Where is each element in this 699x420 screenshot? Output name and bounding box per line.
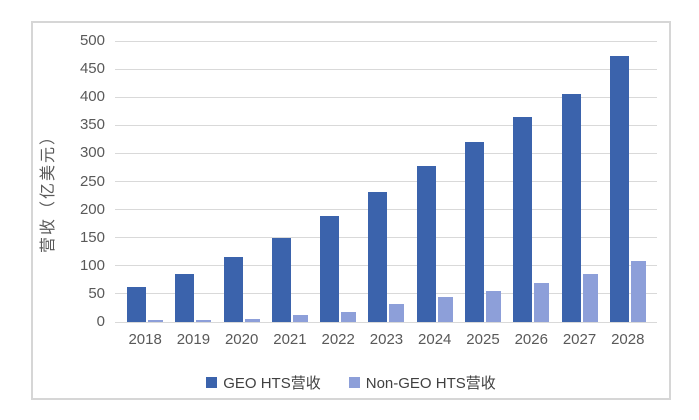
bar-2018-geo — [127, 287, 147, 322]
bar-2021-geo — [271, 237, 291, 322]
x-tick-label: 2018 — [128, 331, 162, 348]
y-tick-label: 250 — [79, 172, 105, 190]
bar-2022-nongeo — [341, 311, 357, 322]
bar-2025-geo — [464, 141, 484, 322]
bar-group-2023 — [362, 41, 410, 322]
bar-group-2024 — [411, 41, 459, 322]
x-axis-labels: 2018 2019 2020 2021 2022 2023 2024 2025 2026 2027… — [121, 331, 652, 348]
bar-group-2021 — [266, 41, 314, 322]
gridline — [115, 124, 657, 126]
y-tick-label: 400 — [79, 88, 105, 106]
legend: GEO HTS营收 Non-GEO HTS营收 — [31, 372, 671, 393]
bar-group-2020 — [218, 41, 266, 322]
geo-series-swatch-icon — [206, 377, 218, 388]
bar-group-2019 — [169, 41, 217, 322]
gridline — [115, 152, 657, 154]
bar-2028-geo — [609, 55, 629, 322]
gridline — [115, 96, 657, 98]
bar-2021-nongeo — [292, 315, 308, 322]
bar-2019-geo — [175, 274, 195, 322]
gridline — [115, 68, 657, 70]
bar-2020-geo — [223, 257, 243, 322]
bar-2020-nongeo — [244, 318, 260, 322]
bar-group-2022 — [314, 41, 362, 322]
bar-series-container — [121, 41, 652, 322]
x-tick-label: 2020 — [224, 331, 259, 348]
x-tick-label: 2025 — [466, 331, 500, 348]
y-tick-label: 350 — [79, 116, 105, 134]
legend-item-geo: GEO HTS营收 — [206, 372, 321, 393]
bar-2028-nongeo — [630, 261, 646, 322]
y-tick-label: 100 — [79, 256, 105, 274]
gridline — [115, 40, 657, 42]
bar-2018-nongeo — [148, 320, 164, 322]
x-tick-label: 2019 — [176, 331, 211, 348]
y-tick-label: 450 — [79, 60, 105, 78]
bar-2026-geo — [513, 116, 533, 322]
legend-label-nongeo: Non-GEO HTS营收 — [365, 375, 496, 392]
bar-2027-nongeo — [582, 274, 598, 322]
bar-2024-nongeo — [437, 297, 453, 322]
gridline — [115, 181, 657, 182]
bar-group-2026 — [507, 41, 555, 322]
bar-2023-geo — [368, 191, 388, 322]
bar-group-2018 — [121, 41, 169, 322]
y-tick-label: 50 — [88, 284, 105, 302]
y-axis-title: 营收（亿美元） — [40, 126, 57, 254]
bar-group-2025 — [459, 41, 507, 322]
bar-2019-nongeo — [196, 319, 212, 322]
y-tick-label: 150 — [79, 228, 105, 246]
x-tick-label: 2026 — [514, 331, 548, 348]
bar-2026-nongeo — [534, 282, 550, 322]
bar-2024-geo — [416, 166, 436, 322]
bar-group-2028 — [604, 41, 652, 322]
x-tick-label: 2027 — [562, 331, 597, 348]
nongeo-series-swatch-icon — [348, 377, 360, 388]
bar-2025-nongeo — [485, 290, 501, 322]
legend-label-geo: GEO HTS营收 — [223, 375, 321, 392]
x-tick-label: 2023 — [369, 331, 404, 348]
x-tick-label: 2021 — [273, 331, 307, 348]
y-tick-label: 300 — [79, 144, 105, 162]
gridline — [115, 321, 657, 323]
y-tick-label: 200 — [79, 200, 105, 218]
x-tick-label: 2024 — [418, 331, 452, 348]
y-tick-label: 0 — [96, 313, 105, 330]
bar-2027-geo — [561, 93, 581, 322]
bar-group-2027 — [555, 41, 603, 322]
x-tick-label: 2022 — [321, 331, 355, 348]
bar-2022-geo — [320, 215, 340, 322]
bar-2023-nongeo — [389, 304, 405, 322]
legend-item-nongeo: Non-GEO HTS营收 — [348, 372, 496, 393]
y-tick-label: 500 — [79, 32, 105, 49]
x-tick-label: 2028 — [611, 331, 645, 348]
